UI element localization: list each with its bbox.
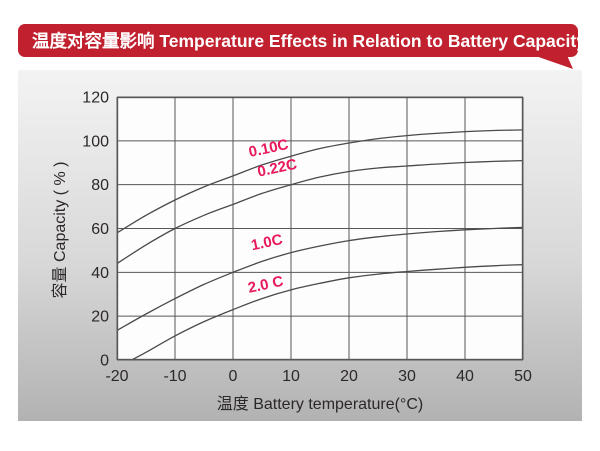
x-tick-label: 50: [514, 368, 532, 385]
curve-0.22C: [116, 159, 524, 265]
x-tick-label: 20: [340, 368, 358, 385]
curve-1.0C: [116, 226, 524, 331]
curve-2.0C: [131, 264, 524, 361]
y-tick-label: 120: [82, 90, 109, 107]
x-tick-label: 30: [398, 368, 416, 385]
banner-tail: [527, 53, 573, 69]
y-tick-label: 100: [82, 133, 109, 150]
x-axis-label: 温度 Battery temperature(°C): [216, 396, 424, 413]
x-tick-label: 0: [229, 368, 238, 385]
x-tick-label: -10: [163, 368, 186, 385]
y-tick-label: 20: [91, 309, 109, 326]
y-axis-label: 容量 Capacity ( % ): [52, 161, 69, 299]
page-title: 温度对容量影响 Temperature Effects in Relation …: [32, 31, 586, 51]
chart-panel: 容量 Capacity ( % ) -20 -10 0 10 20 30 40 50 0 20 40…: [18, 70, 582, 421]
curve-label-1.0C: 1.0C: [250, 231, 285, 254]
plot-area: -20 -10 0 10 20 30 40 500204060801001200.10C0.2…: [82, 90, 532, 386]
plot-border: [116, 96, 524, 361]
y-tick-label: 80: [91, 177, 109, 194]
y-tick-label: 40: [91, 265, 109, 282]
curve-0.10C: [116, 129, 524, 234]
x-tick-label: -20: [105, 368, 128, 385]
y-tick-label: 60: [91, 221, 109, 238]
x-tick-label: 10: [282, 368, 300, 385]
y-tick-label: 0: [100, 353, 109, 370]
title-banner: 温度对容量影响 Temperature Effects in Relation …: [18, 24, 586, 69]
x-tick-label: 40: [456, 368, 474, 385]
